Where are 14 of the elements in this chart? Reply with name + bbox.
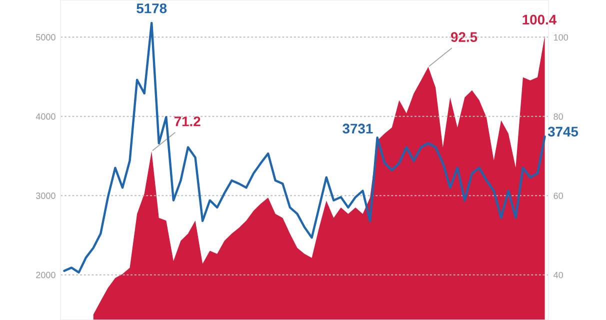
data-label: 5178	[136, 3, 167, 14]
y2-tick-label: 80	[554, 113, 563, 120]
y2-tick-label: 40	[554, 272, 563, 278]
y2-tick-label: 60	[554, 192, 563, 200]
data-label: 100.4	[522, 14, 557, 25]
y-tick-label: 5000	[36, 34, 56, 40]
y-tick-label: 4000	[36, 113, 56, 120]
y-tick-label: 3000	[36, 192, 56, 199]
data-label: 3731	[342, 124, 373, 134]
y2-tick-label: 100	[554, 34, 568, 41]
y-tick-label: 2000	[36, 272, 56, 278]
data-label: 92.5	[450, 32, 478, 42]
data-label: 71.2	[174, 116, 200, 126]
data-label: 3745	[548, 126, 578, 137]
